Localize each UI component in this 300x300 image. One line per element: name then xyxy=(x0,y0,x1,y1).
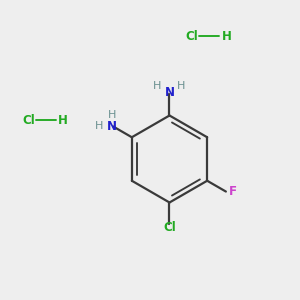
Text: F: F xyxy=(229,185,236,198)
Text: H: H xyxy=(222,29,232,43)
Text: N: N xyxy=(106,120,117,133)
Text: Cl: Cl xyxy=(163,221,176,234)
Text: H: H xyxy=(58,113,68,127)
Text: H: H xyxy=(177,81,186,92)
Text: H: H xyxy=(153,81,162,92)
Text: H: H xyxy=(94,122,103,131)
Text: N: N xyxy=(164,86,175,99)
Text: Cl: Cl xyxy=(22,113,35,127)
Text: Cl: Cl xyxy=(186,29,198,43)
Text: H: H xyxy=(107,110,116,120)
